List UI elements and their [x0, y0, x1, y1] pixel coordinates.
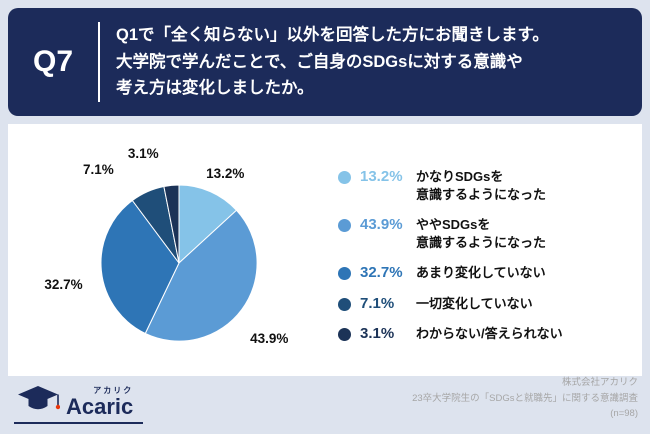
- legend-item: 43.9% ややSDGsを 意識するようになった: [338, 216, 638, 251]
- acaric-logo: アカリク Acaric: [14, 385, 144, 424]
- legend-color-dot: [338, 219, 351, 233]
- legend-percentage: 32.7%: [360, 264, 403, 282]
- chart-legend: 13.2% かなりSDGsを 意識するようになった 43.9% ややSDGsを 意識するよ…: [338, 168, 638, 343]
- legend-color-dot: [338, 171, 351, 184]
- logo-text: アカリク Acaric: [66, 385, 133, 418]
- pie-value-label: 32.7%: [44, 277, 82, 292]
- pie-value-label: 13.2%: [206, 166, 244, 181]
- question-line: 大学院で学んだことで、ご自身のSDGsに対する意識や: [116, 52, 523, 71]
- pie-slice: [178, 184, 238, 265]
- legend-percentage: 13.2%: [360, 168, 403, 185]
- legend-label: あまり変化していない: [416, 265, 546, 281]
- logo-katakana: アカリク: [93, 386, 134, 395]
- legend-color-dot: [338, 328, 351, 342]
- legend-percentage: 43.9%: [360, 216, 403, 234]
- source-line: 23卒大学院生の「SDGsと就職先」に関する意識調査: [412, 392, 638, 404]
- pie-value-label: 43.9%: [250, 331, 288, 346]
- source-line: 株式会社アカリク: [561, 376, 638, 388]
- pie-slice: [163, 184, 180, 264]
- logo-wordmark: Acaric: [66, 394, 134, 419]
- question-text: Q1で「全く知らない」以外を回答した方にお聞きします。 大学院で学んだことで、ご…: [100, 22, 565, 102]
- legend-label: ややSDGsを 意識するようになった: [416, 217, 547, 250]
- q-number: Q7: [32, 45, 74, 78]
- legend-item: 7.1% 一切変化していない: [338, 295, 638, 313]
- pie-value-label: 7.1%: [83, 162, 114, 177]
- pie-slice: [144, 209, 258, 342]
- legend-label: かなりSDGsを 意識するようになった: [416, 169, 547, 202]
- legend-label: 一切変化していない: [416, 295, 533, 311]
- pie-value-label: 3.1%: [128, 146, 159, 161]
- source-note: 株式会社アカリク 23卒大学院生の「SDGsと就職先」に関する意識調査 (n=9…: [412, 375, 638, 422]
- graduation-cap-icon: [18, 386, 60, 410]
- header-divider: [98, 22, 100, 102]
- legend-item: 13.2% かなりSDGsを 意識するようになった: [338, 168, 638, 203]
- question-line: 考え方は変化しましたか。: [116, 79, 314, 98]
- source-line: (n=98): [610, 408, 638, 420]
- legend-color-dot: [338, 297, 351, 311]
- legend-item: 3.1% わからない/答えられない: [338, 325, 638, 343]
- legend-percentage: 3.1%: [360, 325, 395, 343]
- legend-label: わからない/答えられない: [416, 326, 563, 342]
- legend-percentage: 7.1%: [360, 294, 395, 312]
- question-line: Q1で「全く知らない」以外を回答した方にお聞きします。: [116, 25, 549, 44]
- legend-color-dot: [338, 267, 351, 281]
- question-header: Q7 Q1で「全く知らない」以外を回答した方にお聞きします。 大学院で学んだこと…: [8, 8, 642, 116]
- legend-item: 32.7% あまり変化していない: [338, 264, 638, 282]
- pie-slice: [100, 199, 180, 335]
- pie-chart: 13.2% 43.9% 32.7% 7.1% 3.1%: [44, 146, 288, 346]
